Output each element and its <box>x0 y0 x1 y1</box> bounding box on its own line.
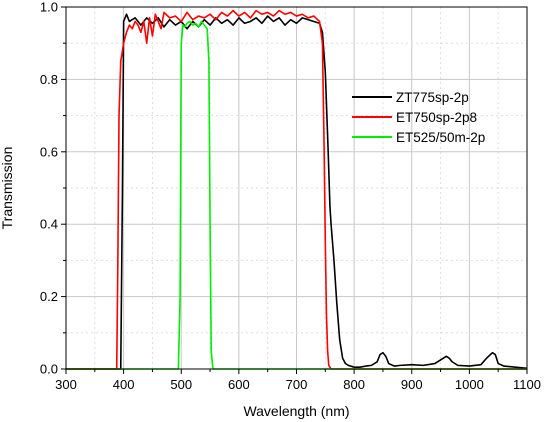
x-tick-label: 400 <box>113 377 135 392</box>
y-tick-label: 0.8 <box>40 72 58 87</box>
legend: ZT775sp-2p ET750sp-2p8 ET525/50m-2p <box>352 90 485 145</box>
x-tick-label: 300 <box>55 377 77 392</box>
x-tick-label: 800 <box>343 377 365 392</box>
y-tick-label: 0.4 <box>40 217 58 232</box>
x-tick-label: 900 <box>401 377 423 392</box>
x-tick-label: 1000 <box>455 377 484 392</box>
x-tick-label: 500 <box>170 377 192 392</box>
y-tick-label: 0.0 <box>40 362 58 377</box>
y-tick-label: 0.6 <box>40 144 58 159</box>
y-tick-label: 1.0 <box>40 0 58 15</box>
legend-label-0: ZT775sp-2p <box>396 90 469 105</box>
series-line-2 <box>66 20 527 370</box>
x-axis-title: Wavelength (nm) <box>243 403 349 419</box>
axis-ticks: 300 400 500 600 700 800 900 1000 1100 0.0 0.2 0.4 0.… <box>40 0 541 392</box>
grid-lines <box>66 7 527 369</box>
y-tick-label: 0.2 <box>40 289 58 304</box>
y-axis-title: Transmission <box>0 147 15 230</box>
x-tick-label: 1100 <box>513 377 541 392</box>
legend-label-2: ET525/50m-2p <box>396 130 485 145</box>
x-tick-label: 700 <box>286 377 308 392</box>
legend-label-1: ET750sp-2p8 <box>396 110 477 125</box>
x-tick-label: 600 <box>228 377 250 392</box>
series-line-1 <box>66 9 527 370</box>
data-series <box>66 9 528 370</box>
